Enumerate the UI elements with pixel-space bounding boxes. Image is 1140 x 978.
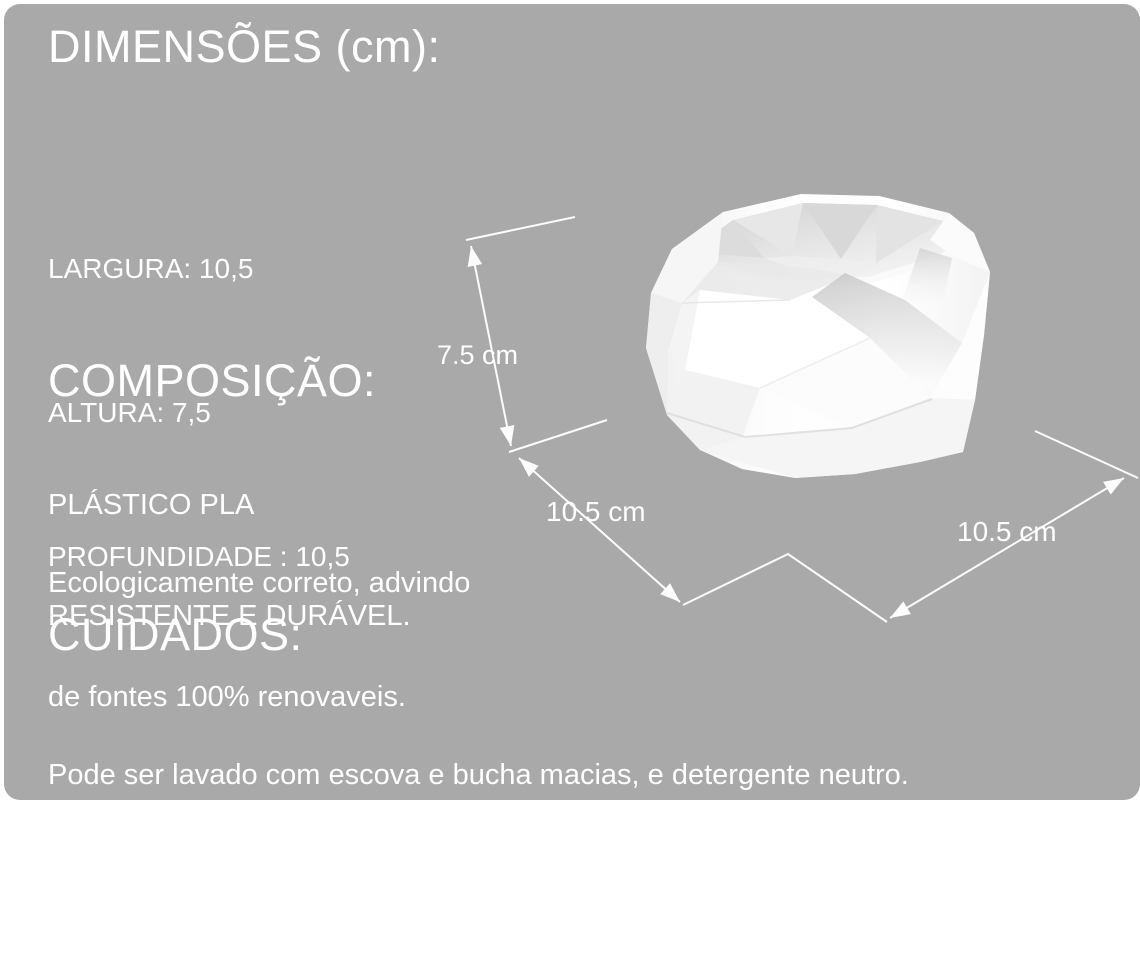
width-dimension-label: 10.5 cm [546, 496, 646, 527]
facet [930, 272, 990, 400]
care-line: Pode ser lavado com escova e bucha macia… [48, 759, 909, 791]
product-diagram [465, 194, 1139, 623]
composition-heading: COMPOSIÇÃO: [48, 355, 377, 406]
extension-line-bottom-corner [682, 552, 888, 623]
care-line: Não utilizar solventes ou outros abrasiv… [48, 894, 593, 926]
extension-line-bottom-left [508, 419, 608, 453]
facet-shadow [812, 273, 962, 398]
material-line: PLÁSTICO PLA [48, 489, 255, 521]
eco-line: de fontes 100% renovaveis. [48, 681, 406, 713]
inner-facet [764, 256, 876, 278]
extension-line-top-left [465, 216, 576, 241]
facet [685, 290, 870, 388]
facet [651, 212, 723, 303]
facet [646, 293, 682, 415]
page: { "colors": { "page_background": "#fffff… [4, 4, 1140, 800]
facet-crease [681, 299, 791, 304]
facet-crease [666, 398, 933, 439]
spec-profundidade: PROFUNDIDADE : 10,5 [48, 541, 350, 572]
inner-facet [876, 205, 943, 263]
eco-line: Ecologicamente correto, advindo [48, 567, 471, 599]
composition-material: PLÁSTICO PLA RESISTENTE E DURÁVEL. [48, 413, 411, 672]
care-heading: CUIDADOS: [48, 609, 303, 660]
inner-facet [733, 203, 803, 256]
depth-dimension-line [889, 477, 1125, 619]
inner-facet [803, 203, 877, 259]
facet [668, 290, 700, 370]
vase-render [646, 194, 990, 478]
width-dimension-line [518, 457, 681, 603]
height-dimension-label: 7.5 cm [437, 340, 519, 370]
composition-eco: Ecologicamente correto, advindo de fonte… [48, 488, 470, 754]
facet [930, 213, 990, 272]
facet-crease [759, 337, 871, 389]
dimensions-heading: DIMENSÕES (cm): [48, 21, 441, 72]
height-dimension-line [467, 245, 515, 447]
dimension-specs: LARGURA: 10,5 ALTURA: 7,5 PROFUNDIDADE :… [48, 149, 350, 629]
dimension-lines [465, 216, 1139, 623]
material-line: RESISTENTE E DURÁVEL. [48, 600, 411, 632]
facet [667, 370, 760, 450]
facet [760, 338, 930, 428]
depth-dimension-label: 10.5 cm [957, 516, 1057, 547]
facet [700, 398, 975, 478]
facet-shadow [682, 262, 850, 303]
extension-line-top-right [1034, 430, 1139, 479]
spec-largura: LARGURA: 10,5 [48, 253, 254, 284]
care-instructions: Pode ser lavado com escova e bucha macia… [48, 663, 909, 978]
spec-altura: ALTURA: 7,5 [48, 397, 211, 428]
facet-shadow [903, 248, 952, 318]
